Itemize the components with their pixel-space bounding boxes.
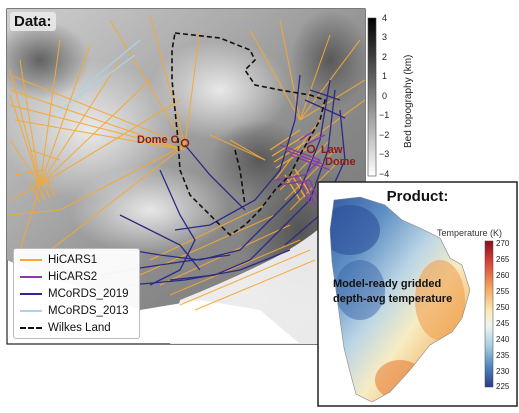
legend-swatch [20, 310, 42, 312]
mcords2013-flight-lines [59, 39, 141, 111]
legend-item-hicars2: HiCARS2 [20, 269, 97, 285]
legend-item-hicars1: HiCARS1 [20, 252, 97, 268]
legend-item-mcords2019: MCoRDS_2019 [20, 286, 129, 302]
law-dome-label-line2: Dome [325, 156, 356, 168]
topo-tick: −4 [379, 169, 389, 179]
temperature-tick: 245 [496, 319, 510, 328]
temperature-tick: 230 [496, 367, 510, 376]
legend-item-mcords2013: MCoRDS_2013 [20, 303, 129, 319]
temperature-tick: 240 [496, 335, 510, 344]
law-dome-marker [306, 144, 316, 154]
product-panel-title: Product: [386, 188, 449, 205]
mcords2019-flight-lines [99, 74, 346, 286]
topo-tick: 1 [382, 71, 387, 81]
temperature-tick: 255 [496, 287, 510, 296]
topo-tick: −2 [379, 130, 389, 140]
legend-label: MCoRDS_2019 [48, 288, 129, 300]
dome-c-marker [180, 138, 190, 148]
topo-tick: 3 [382, 32, 387, 42]
map-legend: HiCARS1 HiCARS2 MCoRDS_2019 MCoRDS_2013 … [13, 248, 140, 339]
topo-colorbar-label: Bed topography (km) [403, 55, 414, 148]
topo-tick: −1 [379, 110, 389, 120]
wilkes-land-boundary [171, 32, 326, 237]
hicars2-flight-lines [274, 129, 331, 206]
dome-c-label: Dome C [137, 134, 179, 146]
temperature-tick: 225 [496, 382, 510, 391]
topo-tick: 2 [382, 52, 387, 62]
product-annotation-line2: depth-avg temperature [333, 293, 452, 305]
hicars1-flight-lines [9, 14, 365, 311]
temperature-colorbar: Temperature (K) 270 265 260 255 250 245 … [437, 228, 510, 391]
temperature-tick: 270 [496, 239, 510, 248]
legend-label: Wilkes Land [48, 322, 111, 334]
legend-swatch [20, 293, 42, 295]
product-annotation-line1: Model-ready gridded [333, 278, 441, 290]
temperature-tick: 250 [496, 303, 510, 312]
legend-label: HiCARS1 [48, 254, 98, 266]
temperature-tick: 260 [496, 271, 510, 280]
legend-label: HiCARS2 [48, 271, 98, 283]
legend-swatch [20, 276, 42, 278]
temperature-colorbar-label: Temperature (K) [437, 228, 502, 238]
topo-tick: 4 [382, 13, 387, 23]
topo-tick: −3 [379, 149, 389, 159]
topo-tick: 0 [382, 91, 387, 101]
temperature-tick: 265 [496, 255, 510, 264]
legend-label: MCoRDS_2013 [48, 305, 129, 317]
law-dome-label-line1: Law [321, 144, 343, 156]
legend-item-wilkes-land: Wilkes Land [20, 320, 111, 336]
legend-swatch [20, 327, 42, 329]
legend-swatch [20, 259, 42, 261]
temperature-tick: 235 [496, 351, 510, 360]
data-panel-title: Data: [10, 12, 56, 31]
bed-topography-colorbar: 4 3 2 1 0 −1 −2 −3 −4 Bed topography (km… [367, 13, 414, 179]
